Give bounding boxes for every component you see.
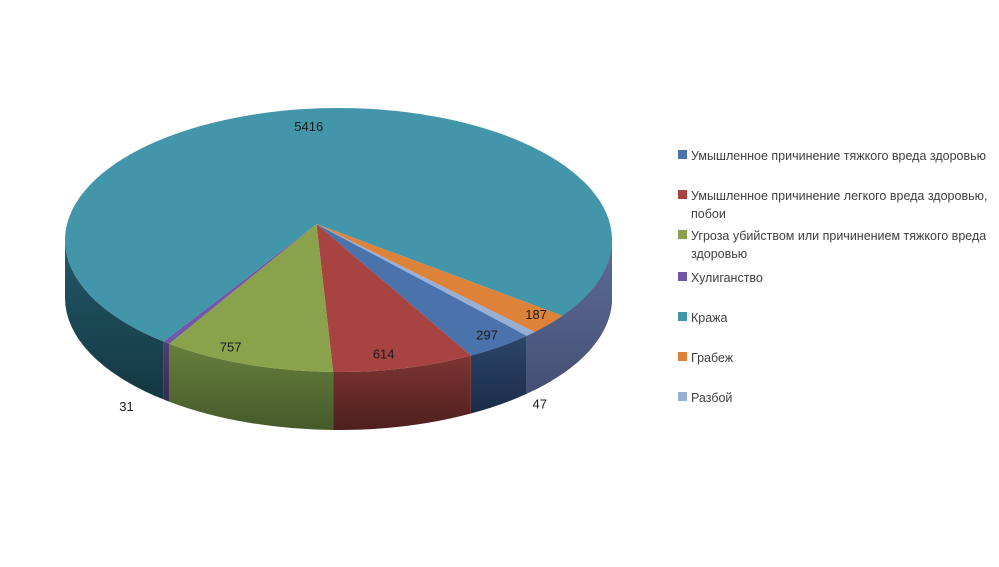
pie-slice-0-top[interactable] [316,224,527,356]
pie-slice-6-side[interactable] [526,240,612,394]
legend-item-1[interactable]: Умышленное причинение легкого вреда здор… [678,187,990,223]
pie-slice-2-side[interactable] [169,343,334,430]
pie-slice-1-side[interactable] [333,355,471,430]
legend-swatch-icon [678,392,687,401]
data-label-1: 614 [373,347,395,362]
pie-slice-5-top[interactable] [316,224,563,333]
legend-swatch-icon [678,352,687,361]
pie-slice-2-top[interactable] [169,224,334,372]
legend-swatch-icon [678,190,687,199]
legend-item-0[interactable]: Умышленное причинение тяжкого вреда здор… [678,147,990,165]
legend-item-label: Угроза убийством или причинением тяжкого… [691,229,987,261]
pie-slice-6-top[interactable] [316,224,535,336]
pie-slice-3-side[interactable] [163,341,170,402]
legend-swatch-icon [678,272,687,281]
legend-item-2[interactable]: Угроза убийством или причинением тяжкого… [678,227,990,263]
legend-item-label: Умышленное причинение тяжкого вреда здор… [691,149,987,163]
pie-slice-1-top[interactable] [316,224,471,372]
legend-item-label: Грабеж [691,351,734,365]
pie-slice-0-side[interactable] [470,335,527,414]
pie-slice-4-top[interactable] [65,107,613,342]
legend-swatch-icon [678,230,687,239]
legend-item-4[interactable]: Кража [678,309,990,327]
legend-item-label: Хулиганство [691,271,763,285]
pie-slice-4-side[interactable] [64,240,164,400]
pie-top-faces [65,107,613,372]
pie-slice-3-top[interactable] [163,224,317,344]
legend-item-label: Кража [691,311,728,325]
data-label-6: 47 [532,396,546,411]
data-label-2: 757 [220,339,242,354]
legend-item-6[interactable]: Разбой [678,389,990,407]
data-label-4: 5416 [294,119,323,134]
data-label-3: 31 [119,399,133,414]
legend-item-label: Умышленное причинение легкого вреда здор… [691,189,988,221]
pie-side-faces [64,240,612,430]
legend-item-3[interactable]: Хулиганство [678,269,990,287]
pie-data-labels: 297 614 757 31 5416 187 47 [119,119,547,414]
legend-swatch-icon [678,312,687,321]
data-label-0: 297 [476,327,498,342]
legend-item-5[interactable]: Грабеж [678,349,990,367]
legend-swatch-icon [678,150,687,159]
data-label-5: 187 [525,307,547,322]
legend-item-label: Разбой [691,391,733,405]
